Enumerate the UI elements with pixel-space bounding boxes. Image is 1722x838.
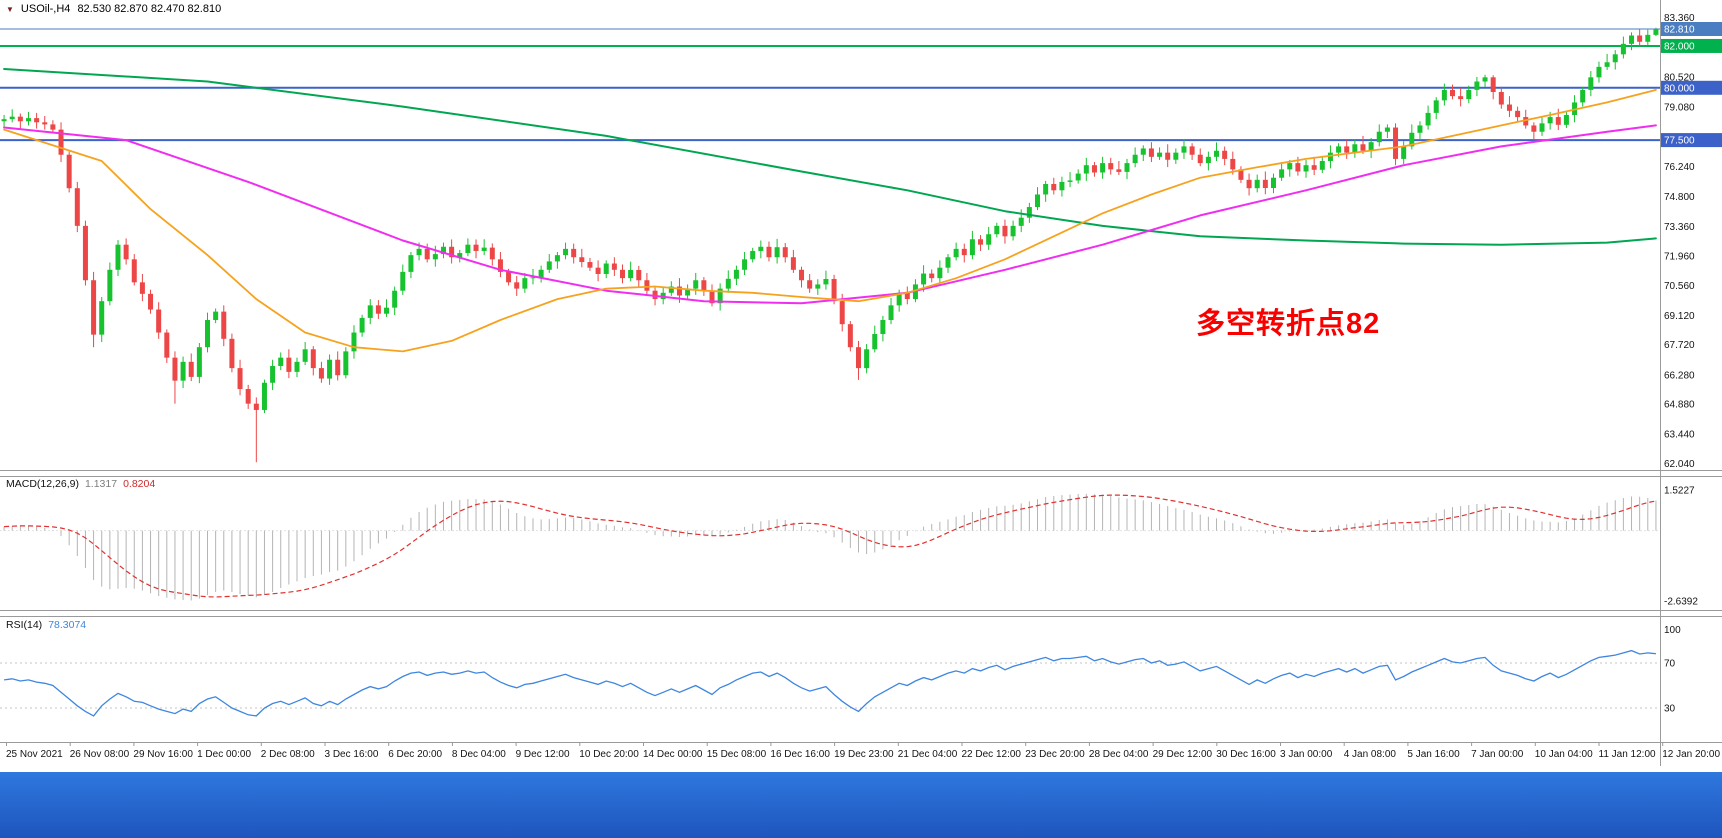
svg-text:25 Nov 2021: 25 Nov 2021 <box>6 749 63 760</box>
price-axis[interactable]: 83.360 80.520 79.080 76.240 74.800 73.360 71.9… <box>1660 0 1722 766</box>
svg-text:83.360: 83.360 <box>1664 13 1695 24</box>
svg-text:71.960: 71.960 <box>1664 251 1695 262</box>
svg-text:3 Jan 00:00: 3 Jan 00:00 <box>1280 749 1333 760</box>
svg-text:11 Jan 12:00: 11 Jan 12:00 <box>1599 749 1657 760</box>
time-axis[interactable]: 25 Nov 2021 26 Nov 08:00 29 Nov 16:00 1 Dec… <box>6 742 1720 761</box>
svg-text:1.5227: 1.5227 <box>1664 486 1695 497</box>
rsi-current-value: 78.3074 <box>48 619 87 631</box>
svg-text:5 Jan 16:00: 5 Jan 16:00 <box>1407 749 1460 760</box>
svg-text:28 Dec 04:00: 28 Dec 04:00 <box>1089 749 1149 760</box>
rsi-name: RSI(14) <box>6 619 43 631</box>
svg-text:77.500: 77.500 <box>1664 136 1695 147</box>
svg-text:70.560: 70.560 <box>1664 281 1695 292</box>
svg-text:14 Dec 00:00: 14 Dec 00:00 <box>643 749 703 760</box>
svg-text:26 Nov 08:00: 26 Nov 08:00 <box>70 749 130 760</box>
svg-text:10 Jan 04:00: 10 Jan 04:00 <box>1535 749 1593 760</box>
symbol-period-label: USOil-,H4 <box>20 3 71 15</box>
svg-text:30: 30 <box>1664 704 1676 715</box>
macd-signal-value: 0.8204 <box>123 478 156 490</box>
svg-text:16 Dec 16:00: 16 Dec 16:00 <box>770 749 830 760</box>
svg-text:21 Dec 04:00: 21 Dec 04:00 <box>898 749 958 760</box>
svg-text:7 Jan 00:00: 7 Jan 00:00 <box>1471 749 1524 760</box>
bottom-bar <box>0 772 1722 838</box>
fast-ma-orange-line <box>3 89 1657 353</box>
svg-text:19 Dec 23:00: 19 Dec 23:00 <box>834 749 894 760</box>
macd-indicator-label: MACD(12,26,9) 1.1317 0.8204 <box>6 478 155 490</box>
svg-text:9 Dec 12:00: 9 Dec 12:00 <box>516 749 570 760</box>
svg-text:80.520: 80.520 <box>1664 72 1695 83</box>
svg-text:29 Dec 12:00: 29 Dec 12:00 <box>1153 749 1213 760</box>
candles-layer[interactable] <box>1 27 1659 463</box>
rsi-indicator-label: RSI(14) 78.3074 <box>6 619 86 631</box>
svg-text:67.720: 67.720 <box>1664 340 1695 351</box>
svg-text:12 Jan 20:00: 12 Jan 20:00 <box>1662 749 1720 760</box>
panel-separators <box>0 470 1722 743</box>
svg-text:63.440: 63.440 <box>1664 430 1695 441</box>
chart-header: ▼ USOil-,H4 82.530 82.870 82.470 82.810 <box>6 3 221 15</box>
macd-panel[interactable]: 1.5227 -2.6392 <box>0 486 1698 608</box>
svg-text:8 Dec 04:00: 8 Dec 04:00 <box>452 749 506 760</box>
svg-text:64.880: 64.880 <box>1664 400 1695 411</box>
horizontal-lines <box>0 28 1660 142</box>
ohlc-values: 82.530 82.870 82.470 82.810 <box>77 3 222 15</box>
macd-name: MACD(12,26,9) <box>6 478 79 490</box>
svg-text:73.360: 73.360 <box>1664 222 1695 233</box>
svg-text:82.810: 82.810 <box>1664 25 1695 36</box>
svg-text:22 Dec 12:00: 22 Dec 12:00 <box>962 749 1022 760</box>
mid-ma-magenta-line <box>3 124 1657 305</box>
slow-ma-green-line <box>3 68 1657 246</box>
svg-text:3 Dec 16:00: 3 Dec 16:00 <box>325 749 379 760</box>
svg-text:79.080: 79.080 <box>1664 103 1695 114</box>
svg-text:-2.6392: -2.6392 <box>1664 597 1698 608</box>
svg-text:23 Dec 20:00: 23 Dec 20:00 <box>1025 749 1085 760</box>
svg-text:82.000: 82.000 <box>1664 41 1695 52</box>
annotation-text: 多空转折点82 <box>1196 308 1381 340</box>
svg-text:4 Jan 08:00: 4 Jan 08:00 <box>1344 749 1397 760</box>
svg-text:70: 70 <box>1664 659 1676 670</box>
svg-text:74.800: 74.800 <box>1664 192 1695 203</box>
svg-text:69.120: 69.120 <box>1664 311 1695 322</box>
svg-text:6 Dec 20:00: 6 Dec 20:00 <box>388 749 442 760</box>
macd-main-value: 1.1317 <box>84 478 118 490</box>
price-tags: 82.810 82.000 80.000 77.500 <box>1661 22 1722 148</box>
svg-text:30 Dec 16:00: 30 Dec 16:00 <box>1216 749 1276 760</box>
svg-text:15 Dec 08:00: 15 Dec 08:00 <box>707 749 767 760</box>
svg-text:76.240: 76.240 <box>1664 162 1695 173</box>
svg-text:1 Dec 00:00: 1 Dec 00:00 <box>197 749 251 760</box>
svg-text:10 Dec 20:00: 10 Dec 20:00 <box>579 749 639 760</box>
svg-text:2 Dec 08:00: 2 Dec 08:00 <box>261 749 315 760</box>
svg-text:80.000: 80.000 <box>1664 83 1695 94</box>
chart-canvas[interactable]: 83.360 80.520 79.080 76.240 74.800 73.360 71.9… <box>0 0 1722 770</box>
symbol-dropdown-icon[interactable]: ▼ <box>6 4 14 14</box>
svg-text:66.280: 66.280 <box>1664 370 1695 381</box>
svg-text:29 Nov 16:00: 29 Nov 16:00 <box>133 749 193 760</box>
rsi-panel[interactable]: 100 70 30 <box>0 625 1681 717</box>
svg-text:62.040: 62.040 <box>1664 459 1695 470</box>
svg-text:100: 100 <box>1664 625 1681 636</box>
